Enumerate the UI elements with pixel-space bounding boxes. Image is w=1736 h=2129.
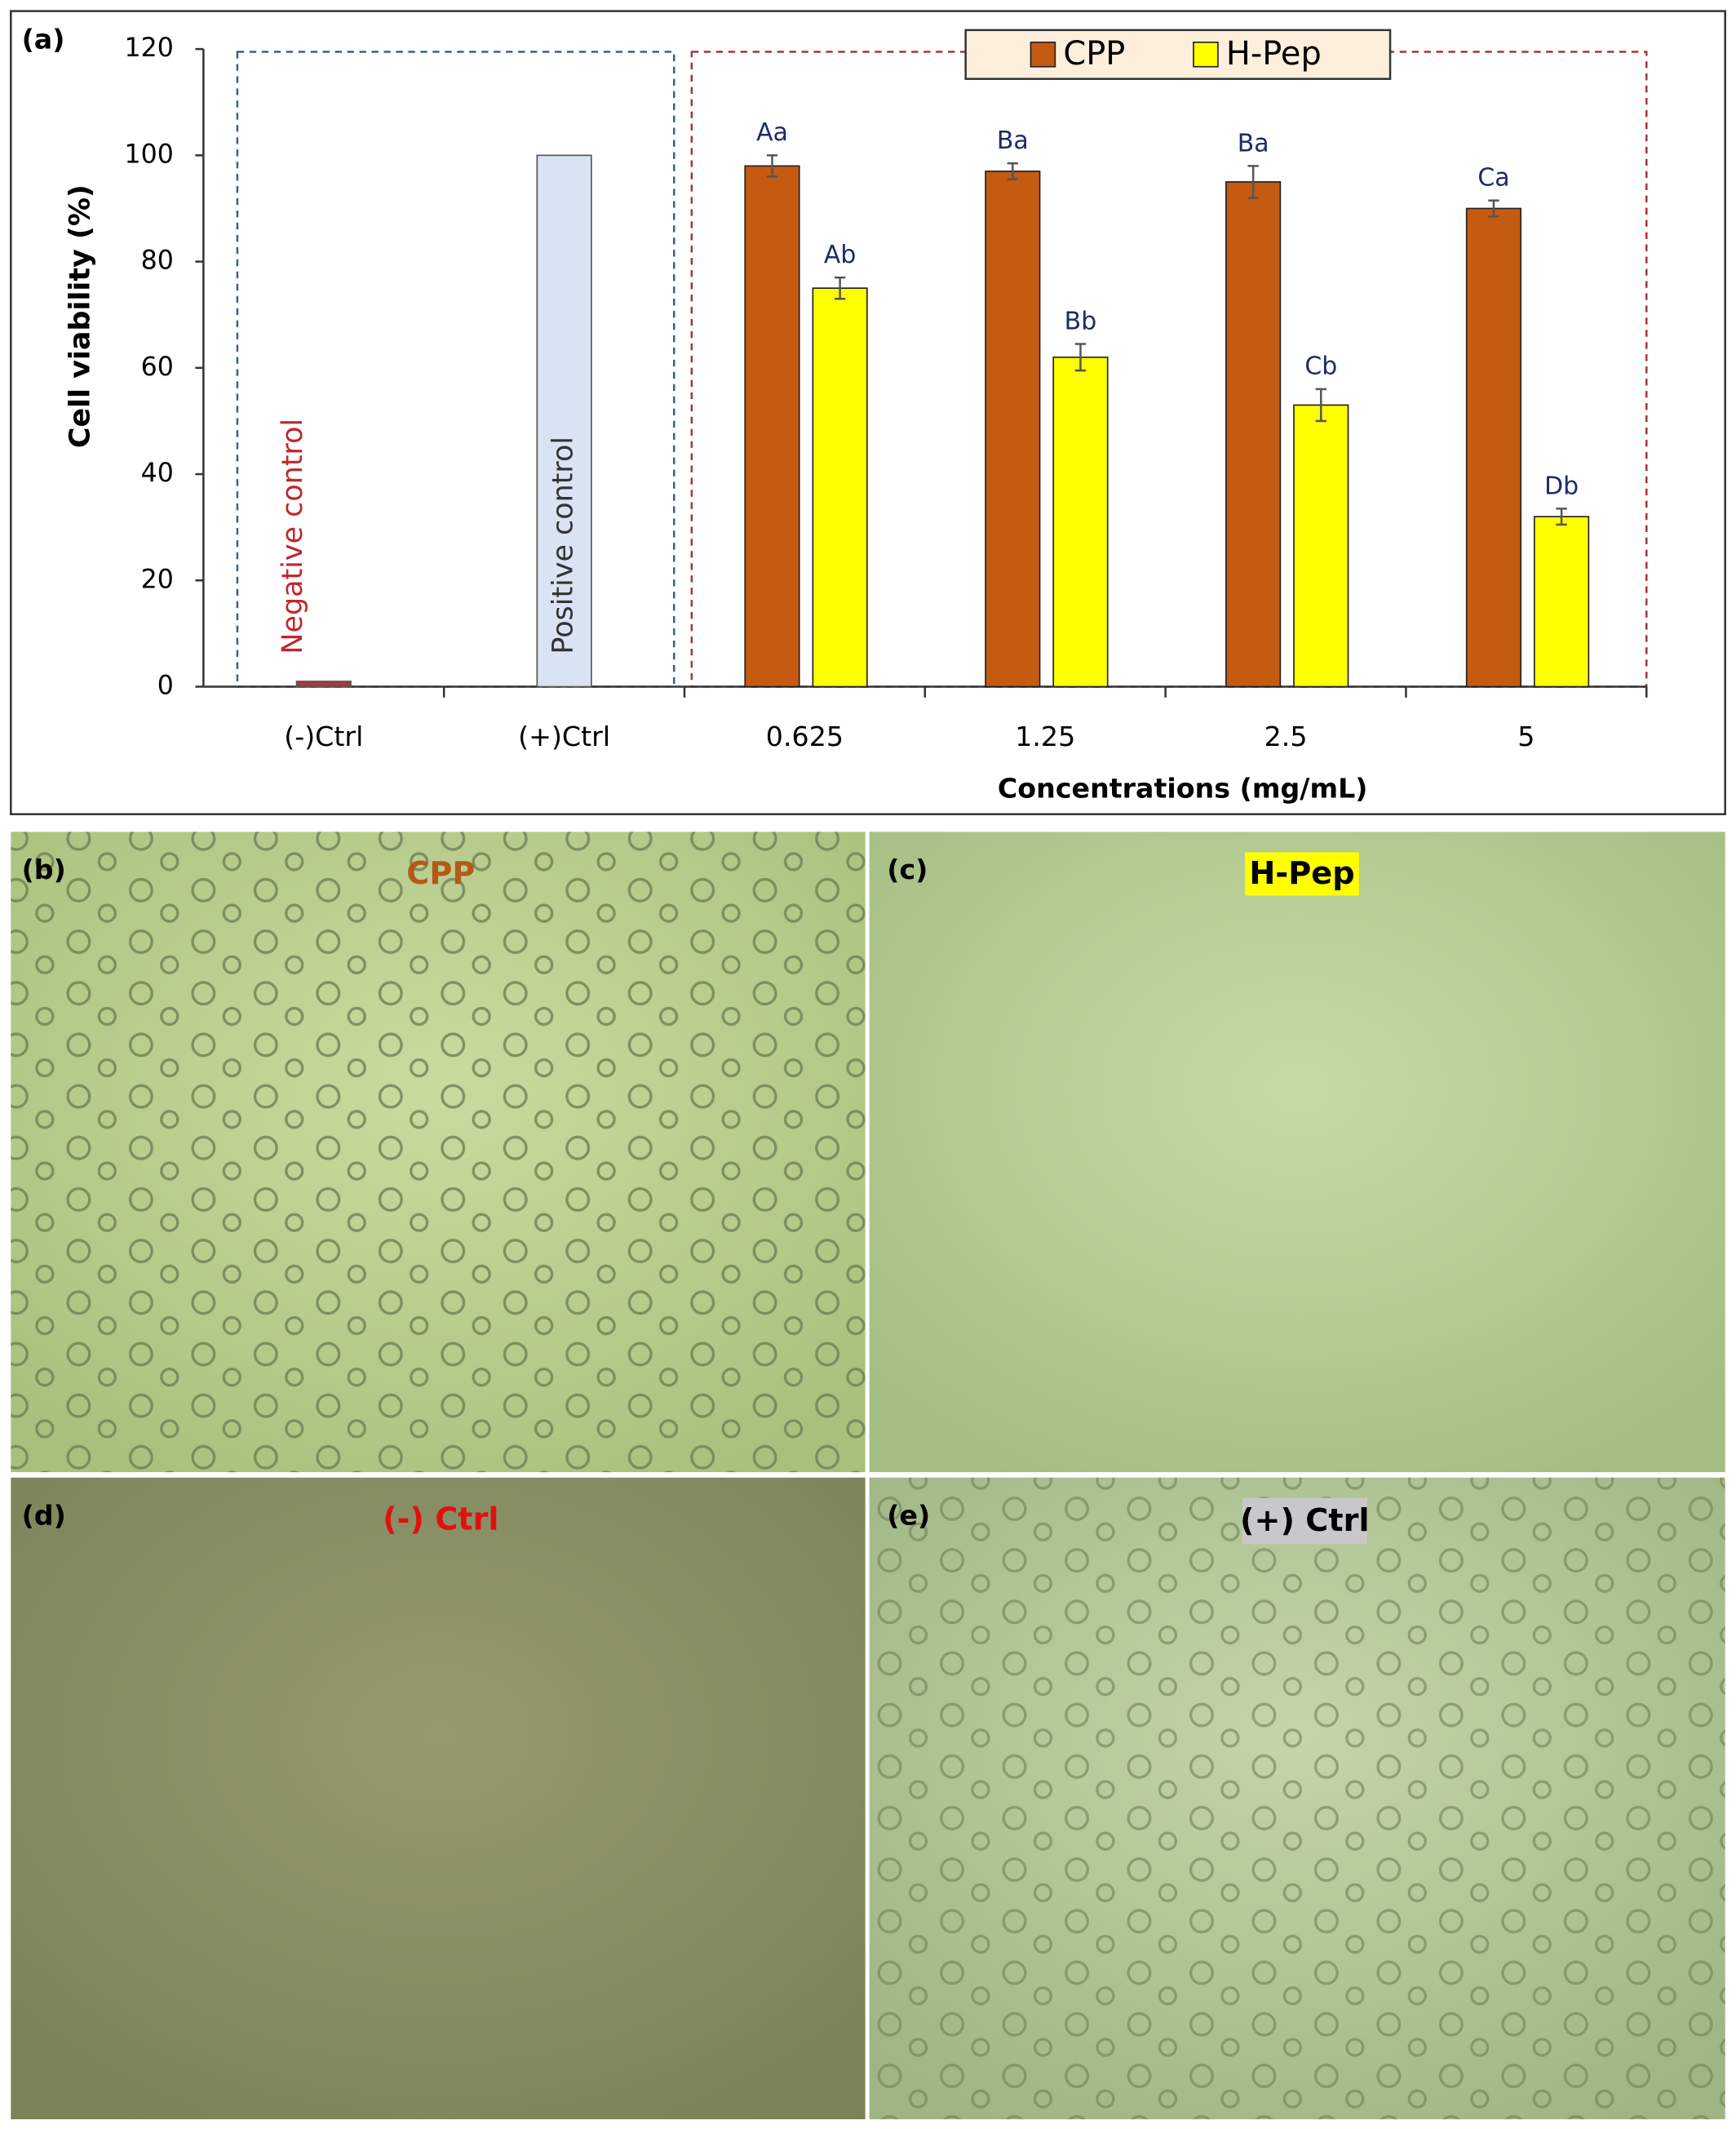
chart-frame xyxy=(10,10,1726,816)
error-bar xyxy=(1074,343,1087,372)
x-tick-label: 2.5 xyxy=(1264,721,1308,752)
error-bar xyxy=(1556,508,1567,526)
panel-label: (d) xyxy=(22,1499,66,1531)
significance-letter: Ba xyxy=(1238,129,1269,157)
significance-letter: Ba xyxy=(997,126,1029,155)
significance-letter: Cb xyxy=(1304,353,1337,381)
legend-label: H-Pep xyxy=(1226,35,1322,73)
error-bar xyxy=(1247,165,1259,199)
cell-texture xyxy=(11,832,866,1473)
y-tick-label: 100 xyxy=(125,140,174,169)
x-tick-label: (-)Ctrl xyxy=(284,721,363,752)
control-bar xyxy=(295,681,352,688)
legend-box xyxy=(964,29,1392,80)
cell-texture xyxy=(869,1477,1725,2120)
y-tick-label: 40 xyxy=(141,459,174,488)
error-bar xyxy=(766,154,778,178)
significance-letter: Aa xyxy=(756,118,788,147)
bar xyxy=(1465,207,1522,688)
x-axis-title: Concentrations (mg/mL) xyxy=(998,772,1368,804)
y-tick-label: 0 xyxy=(157,671,174,700)
panel-caption: (-) Ctrl xyxy=(383,1501,498,1537)
panel-caption: CPP xyxy=(406,856,475,892)
x-tick-label: 1.25 xyxy=(1015,721,1075,752)
legend-swatch xyxy=(1193,41,1219,68)
bar xyxy=(1534,516,1590,688)
caption-highlight xyxy=(1242,1497,1367,1545)
panel-label: (e) xyxy=(887,1499,930,1531)
panel-label: (b) xyxy=(22,854,66,885)
control-bar xyxy=(536,154,592,688)
y-tick-label: 20 xyxy=(141,565,174,594)
bar xyxy=(1293,404,1349,688)
error-bar xyxy=(1488,199,1499,218)
image-panels xyxy=(11,832,1725,2120)
legend-swatch xyxy=(1030,41,1056,68)
x-tick-label: 5 xyxy=(1517,721,1534,752)
control-box xyxy=(236,51,675,688)
significance-letter: Ab xyxy=(824,241,856,269)
y-tick-label: 120 xyxy=(125,33,174,63)
error-bar xyxy=(834,276,846,300)
control-label: Positive control xyxy=(547,437,580,654)
panel-label: (c) xyxy=(887,854,928,885)
error-bar xyxy=(1315,388,1326,423)
x-tick-label: 0.625 xyxy=(766,721,844,752)
panel-caption: H-Pep xyxy=(1249,856,1354,892)
legend-label: CPP xyxy=(1063,35,1125,73)
micrograph xyxy=(11,1477,866,2120)
error-bar xyxy=(1007,162,1018,180)
significance-letter: Db xyxy=(1544,472,1579,500)
panel-caption: (+) Ctrl xyxy=(1240,1503,1370,1539)
significance-letter: Ca xyxy=(1477,164,1509,193)
bar xyxy=(812,287,868,688)
y-tick-label: 80 xyxy=(141,246,174,276)
control-label: Negative control xyxy=(277,419,309,654)
significance-letter: Bb xyxy=(1065,307,1097,335)
micrograph xyxy=(869,832,1725,1473)
x-tick-label: (+)Ctrl xyxy=(518,721,610,752)
panel-label: (a) xyxy=(22,24,65,55)
y-axis-title: Cell viability (%) xyxy=(64,184,97,448)
y-tick-label: 60 xyxy=(141,353,174,382)
bar xyxy=(985,171,1041,688)
bar xyxy=(1052,356,1109,688)
bar xyxy=(744,165,800,688)
caption-highlight xyxy=(1245,852,1359,896)
bar xyxy=(1225,181,1282,688)
